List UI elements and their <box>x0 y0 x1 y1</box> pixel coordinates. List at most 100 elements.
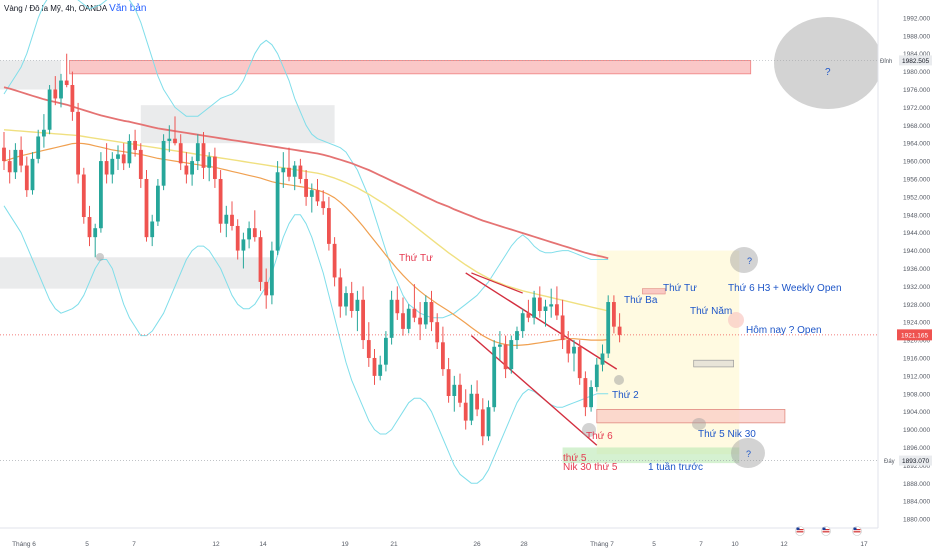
candle-body <box>332 243 337 278</box>
price-tick-label: 1900.000 <box>903 427 930 434</box>
time-tick-label: 7 <box>132 541 136 548</box>
low-marker-box <box>899 455 932 466</box>
label-question-low: ? <box>746 449 751 459</box>
candle-body <box>93 228 98 238</box>
candle-body <box>429 302 434 323</box>
label-thu-6-red: Thứ 6 <box>586 431 613 442</box>
candle-body <box>338 277 343 307</box>
candle-body <box>264 281 269 296</box>
price-tick-label: 1936.000 <box>903 266 930 273</box>
price-tick-label: 1932.000 <box>903 284 930 291</box>
candle-body <box>520 313 525 332</box>
price-tick-label: 1960.000 <box>903 159 930 166</box>
zone-supply <box>140 105 335 144</box>
candle-body <box>201 143 206 168</box>
time-tick-label: 21 <box>390 541 398 548</box>
candle-body <box>252 228 257 238</box>
grey-dot <box>692 418 706 430</box>
price-tick-label: 1964.000 <box>903 141 930 148</box>
candle-body <box>401 313 405 329</box>
candle-body <box>258 237 263 282</box>
candle-body <box>70 85 75 112</box>
price-tick-label: 1908.000 <box>903 391 930 398</box>
candle-body <box>617 326 622 335</box>
candle-body <box>458 384 462 403</box>
candle-body <box>309 190 314 197</box>
bollinger-upper-line <box>3 0 609 319</box>
label-thu-2: Thứ 2 <box>612 390 639 401</box>
price-tick-label: 1988.000 <box>903 33 930 40</box>
price-tick-label: 1956.000 <box>903 176 930 183</box>
price-tick-label: 1976.000 <box>903 87 930 94</box>
candle-body <box>127 140 132 164</box>
candle-body <box>612 302 616 327</box>
price-tick-label: 1888.000 <box>903 481 930 488</box>
time-tick-label: 10 <box>731 541 739 548</box>
label-thu-5-red: thứ 5 <box>563 453 587 464</box>
price-axis[interactable]: 1992.000 1988.000 1984.000 1980.000 1976.000… <box>877 0 932 550</box>
symbol-title[interactable]: Vàng / Đô la Mỹ, 4h, OANDA <box>4 4 108 13</box>
candle-body <box>480 409 485 437</box>
candle-body <box>133 140 137 150</box>
candle-body <box>441 342 445 370</box>
candle-body <box>53 89 58 99</box>
event-flag-stripe <box>822 529 830 531</box>
label-hom-nay-open: Hôm nay ? Open <box>746 325 822 336</box>
candle-body <box>87 217 92 238</box>
time-tick-label: 5 <box>652 541 656 548</box>
event-flag-icon <box>821 526 831 536</box>
pink-dot <box>728 312 744 328</box>
price-tick-label: 1904.000 <box>903 409 930 416</box>
candle-body <box>435 322 440 343</box>
time-tick-label: 28 <box>520 541 528 548</box>
candle-body <box>304 178 308 197</box>
candle-body <box>537 297 542 311</box>
time-tick-label: 12 <box>780 541 788 548</box>
candle-body <box>81 174 86 218</box>
label-1-tuan-truoc: 1 tuần trước <box>648 461 703 473</box>
drawing-text-label[interactable]: Văn bản <box>109 3 147 14</box>
candle-body <box>378 364 383 376</box>
time-tick-label: 7 <box>699 541 703 548</box>
price-tick-label: 1944.000 <box>903 230 930 237</box>
candle-body <box>543 306 548 311</box>
grey-circle-top <box>774 17 882 109</box>
grey-circle-mid <box>730 247 758 273</box>
bollinger-lower-line <box>3 205 609 484</box>
time-tick-label: 12 <box>212 541 220 548</box>
candle-body <box>583 378 588 408</box>
candle-body <box>395 299 400 314</box>
candle-body <box>423 302 428 325</box>
high-marker-label: Đỉnh <box>880 58 892 65</box>
candle-body <box>418 317 422 325</box>
candle-body <box>184 165 189 175</box>
grey-dot <box>614 375 624 385</box>
candle-body <box>349 293 354 311</box>
candle-body <box>292 165 297 177</box>
current-price-value: 1921.165 <box>901 332 928 339</box>
candle-body <box>532 297 536 318</box>
candle-body <box>76 111 80 175</box>
candle-body <box>327 208 331 244</box>
candle-body <box>104 161 109 175</box>
label-thu-tu-red: Thứ Tư <box>399 253 433 264</box>
candle-body <box>218 178 223 224</box>
high-marker-box <box>899 55 932 66</box>
price-tick-label: 1940.000 <box>903 248 930 255</box>
candle-body <box>150 221 155 238</box>
zone-small-box <box>693 359 734 368</box>
event-flag-canton <box>822 527 826 530</box>
annotations-layer: Thứ Tư Thứ Ba Thứ Tư Thứ 6 H3 + Weekly Open… <box>96 17 882 473</box>
zone-weekly-low <box>562 447 740 464</box>
event-flag-icon <box>795 526 805 536</box>
time-axis[interactable]: Tháng 6 5 7 12 14 19 21 26 28 Tháng 7 5 7 10 12 17 <box>0 526 878 549</box>
candle-body <box>589 387 593 408</box>
label-question-top: ? <box>825 67 831 78</box>
sma-red-line <box>3 86 609 260</box>
candle-body <box>566 340 571 354</box>
time-tick-label: Tháng 6 <box>12 541 36 548</box>
zone-support <box>0 257 272 289</box>
candle-body <box>235 225 240 251</box>
